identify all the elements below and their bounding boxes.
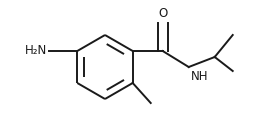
Text: O: O — [158, 7, 167, 20]
Text: NH: NH — [191, 70, 208, 83]
Text: H₂N: H₂N — [25, 44, 47, 57]
